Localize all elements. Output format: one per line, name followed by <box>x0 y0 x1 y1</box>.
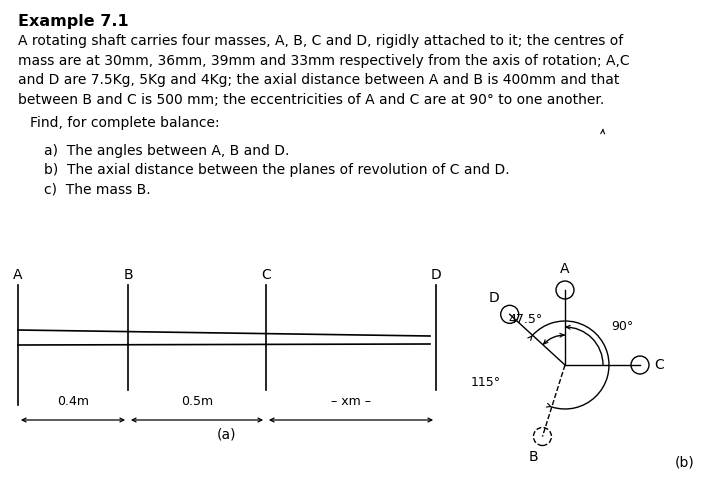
Text: B: B <box>528 450 539 464</box>
Text: mass are at 30mm, 36mm, 39mm and 33mm respectively from the axis of rotation; A,: mass are at 30mm, 36mm, 39mm and 33mm re… <box>18 54 629 68</box>
Text: – xm –: – xm – <box>331 395 371 408</box>
Text: B: B <box>123 268 132 282</box>
Text: 115°: 115° <box>471 376 501 388</box>
Text: between B and C is 500 mm; the eccentricities of A and C are at 90° to one anoth: between B and C is 500 mm; the eccentric… <box>18 93 604 106</box>
Text: 0.4m: 0.4m <box>57 395 89 408</box>
Text: Find, for complete balance:: Find, for complete balance: <box>30 116 220 130</box>
Text: b)  The axial distance between the planes of revolution of C and D.: b) The axial distance between the planes… <box>44 163 510 177</box>
Text: D: D <box>431 268 441 282</box>
Text: C: C <box>654 358 664 372</box>
Text: 0.5m: 0.5m <box>181 395 213 408</box>
Text: 90°: 90° <box>611 320 633 333</box>
Text: D: D <box>489 291 500 305</box>
Text: A: A <box>560 262 570 276</box>
Text: A: A <box>13 268 23 282</box>
Text: a)  The angles between A, B and D.: a) The angles between A, B and D. <box>44 143 289 157</box>
Text: (b): (b) <box>675 456 695 470</box>
Text: C: C <box>261 268 271 282</box>
Text: and D are 7.5Kg, 5Kg and 4Kg; the axial distance between A and B is 400mm and th: and D are 7.5Kg, 5Kg and 4Kg; the axial … <box>18 73 619 87</box>
Text: A rotating shaft carries four masses, A, B, C and D, rigidly attached to it; the: A rotating shaft carries four masses, A,… <box>18 34 624 48</box>
Text: 47.5°: 47.5° <box>508 313 543 326</box>
Text: (a): (a) <box>217 428 237 442</box>
Text: Example 7.1: Example 7.1 <box>18 14 129 29</box>
Text: c)  The mass B.: c) The mass B. <box>44 182 150 197</box>
